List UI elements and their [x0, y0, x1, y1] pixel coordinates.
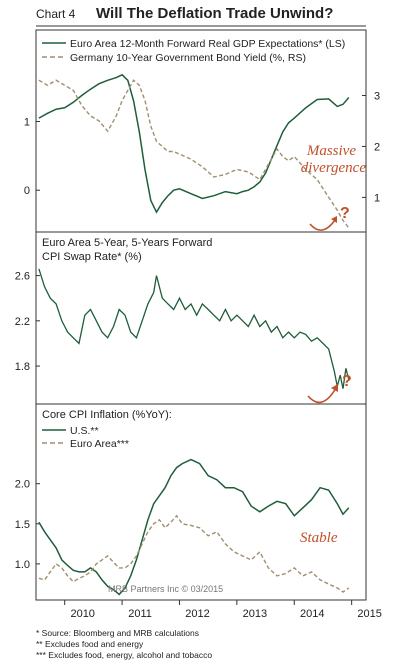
panel-1-right-axis: 1 2 3 — [362, 90, 380, 204]
x-tick-label: 2015 — [357, 608, 381, 620]
left-tick-label: 1 — [24, 117, 30, 129]
panel-2-left-axis: 1.8 2.2 2.6 — [15, 271, 40, 373]
annotation-arrow-2 — [307, 387, 337, 404]
left-tick-label: 1.0 — [15, 559, 30, 571]
left-tick-label: 1.5 — [15, 519, 30, 531]
panel-2-subtitle-line-2: CPI Swap Rate* (%) — [42, 251, 142, 263]
plot-frame — [35, 29, 367, 601]
series-line-gdp-expectations — [38, 73, 350, 214]
panel-3: Core CPI Inflation (%YoY): U.S.** Euro A… — [15, 409, 350, 596]
right-tick-label: 1 — [374, 192, 380, 204]
footnote-euro-core: *** Excludes food, energy, alcohol and t… — [36, 650, 212, 660]
panel-3-subtitle: Core CPI Inflation (%YoY): — [42, 409, 172, 421]
credit-line: MRB Partners Inc © 03/2015 — [108, 584, 223, 594]
panel-2-subtitle-line-1: Euro Area 5-Year, 5-Years Forward — [42, 237, 212, 249]
series-line-us-core-cpi — [38, 458, 350, 596]
annotation-massive: Massive — [306, 143, 356, 159]
series-line-cpi-swap-rate — [38, 268, 350, 389]
panel-1-legend: Euro Area 12-Month Forward Real GDP Expe… — [42, 38, 345, 64]
x-tick-label: 2013 — [243, 608, 267, 620]
legend-label-gdp: Euro Area 12-Month Forward Real GDP Expe… — [70, 38, 345, 50]
left-tick-label: 2.0 — [15, 479, 30, 491]
right-tick-label: 3 — [374, 90, 380, 102]
x-tick-label: 2010 — [70, 608, 94, 620]
panel-2: Euro Area 5-Year, 5-Years Forward CPI Sw… — [15, 237, 352, 404]
x-axis: 2010 2011 2012 2013 2014 2015 — [64, 600, 382, 620]
footnote-source: * Source: Bloomberg and MRB calculations — [36, 628, 199, 638]
legend-label-euro-area: Euro Area*** — [70, 438, 129, 450]
legend-label-us: U.S.** — [70, 425, 99, 437]
left-tick-label: 2.2 — [15, 316, 30, 328]
x-tick-label: 2014 — [300, 608, 324, 620]
legend-label-bund: Germany 10-Year Government Bond Yield (%… — [70, 52, 306, 64]
x-tick-label: 2012 — [185, 608, 209, 620]
panel-1: Euro Area 12-Month Forward Real GDP Expe… — [24, 38, 380, 231]
annotation-divergence: divergence — [301, 160, 367, 176]
annotation-arrow-2-head — [331, 384, 338, 392]
annotation-arrow-1 — [309, 219, 336, 231]
series-line-bund-yield — [38, 79, 350, 229]
chart-title: Will The Deflation Trade Unwind? — [96, 5, 333, 22]
panel-1-left-axis: 01 — [24, 117, 40, 197]
left-tick-label: 2.6 — [15, 271, 30, 283]
annotation-question-1: ? — [340, 205, 350, 222]
annotation-question-2: ? — [342, 373, 352, 390]
panel-3-left-axis: 1.0 1.5 2.0 — [15, 479, 40, 571]
footnote-core: ** Excludes food and energy — [36, 639, 144, 649]
series-line-euro-core-cpi — [38, 514, 350, 593]
left-tick-label: 0 — [24, 185, 30, 197]
chart-number: Chart 4 — [36, 7, 76, 21]
annotation-stable: Stable — [300, 530, 338, 546]
annotation-arrow-1-head — [331, 216, 337, 223]
right-tick-label: 2 — [374, 141, 380, 153]
left-tick-label: 1.8 — [15, 361, 30, 373]
x-tick-label: 2011 — [128, 608, 152, 620]
